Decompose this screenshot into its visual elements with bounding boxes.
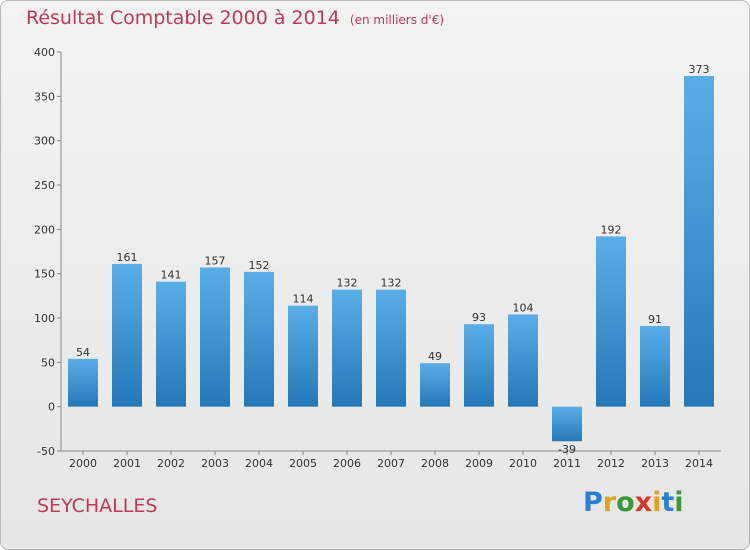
data-label: 114 [293,293,314,306]
logo-letter: i [674,487,684,518]
x-tick-label: 2005 [289,457,317,470]
place-name: SEYCHALLES [37,495,158,517]
x-tick-label: 2013 [641,457,669,470]
data-label: 192 [601,223,622,236]
data-label: 373 [689,63,710,76]
bar [464,324,494,407]
bar [508,314,538,407]
x-tick-label: 2006 [333,457,361,470]
bar [552,406,582,442]
chart-title: Résultat Comptable 2000 à 2014 (en millie… [26,7,444,29]
data-label: 152 [249,259,270,272]
x-tick-label: 2003 [201,457,229,470]
x-tick-label: 2008 [421,457,449,470]
x-tick-label: 2012 [597,457,625,470]
chart-data-labels: 54 161 141 157 152 114 132 132 49 93 104 -39 192 91 37… [76,63,710,456]
logo-letter: P [583,487,603,518]
data-label: 141 [161,269,182,282]
x-tick-label: 2001 [113,457,141,470]
chart-axes: -50 0 50 100 150 200 250 300 350 400 2000 2001 2002 2… [34,46,721,470]
data-label: 157 [205,254,226,267]
logo-letter: x [634,487,653,518]
y-tick-label: 300 [34,135,55,148]
data-label: 54 [76,346,90,359]
data-label: 91 [648,313,662,326]
logo-letter: i [652,487,662,518]
y-tick-label: 250 [34,179,55,192]
x-tick-label: 2014 [685,457,713,470]
bar [596,236,626,407]
bar [288,305,318,407]
y-tick-label: 0 [48,401,55,414]
chart-bars [68,75,714,442]
x-tick-label: 2004 [245,457,273,470]
chart-title-text: Résultat Comptable 2000 à 2014 [26,7,340,29]
proxiti-logo[interactable]: Proxiti [583,487,684,518]
y-tick-label: 150 [34,268,55,281]
y-tick-label: 100 [34,312,55,325]
data-label: 49 [428,350,442,363]
bar [156,281,186,407]
data-label: 93 [472,311,486,324]
x-tick-label: 2002 [157,457,185,470]
bar [640,325,670,407]
bar [684,75,714,407]
logo-letter: o [616,487,635,518]
chart-subtitle: (en milliers d'€) [349,13,445,27]
bar [200,267,230,407]
logo-letter: r [602,487,617,518]
y-tick-label: 50 [41,356,55,369]
x-tick-label: 2010 [509,457,537,470]
data-label: 161 [117,251,138,264]
bar [68,358,98,407]
x-tick-label: 2009 [465,457,493,470]
bar [244,271,274,407]
x-tick-label: 2000 [69,457,97,470]
y-tick-label: -50 [37,445,55,458]
bar [376,289,406,407]
y-tick-label: 200 [34,223,55,236]
x-tick-label: 2007 [377,457,405,470]
logo-letter: t [661,487,675,518]
bar [112,263,142,407]
bar [332,289,362,407]
y-tick-label: 350 [34,90,55,103]
data-label: -39 [558,443,576,456]
data-label: 104 [513,301,534,314]
x-tick-label: 2011 [553,457,581,470]
data-label: 132 [381,277,402,290]
y-tick-label: 400 [34,46,55,59]
data-label: 132 [337,277,358,290]
bar [420,363,450,407]
